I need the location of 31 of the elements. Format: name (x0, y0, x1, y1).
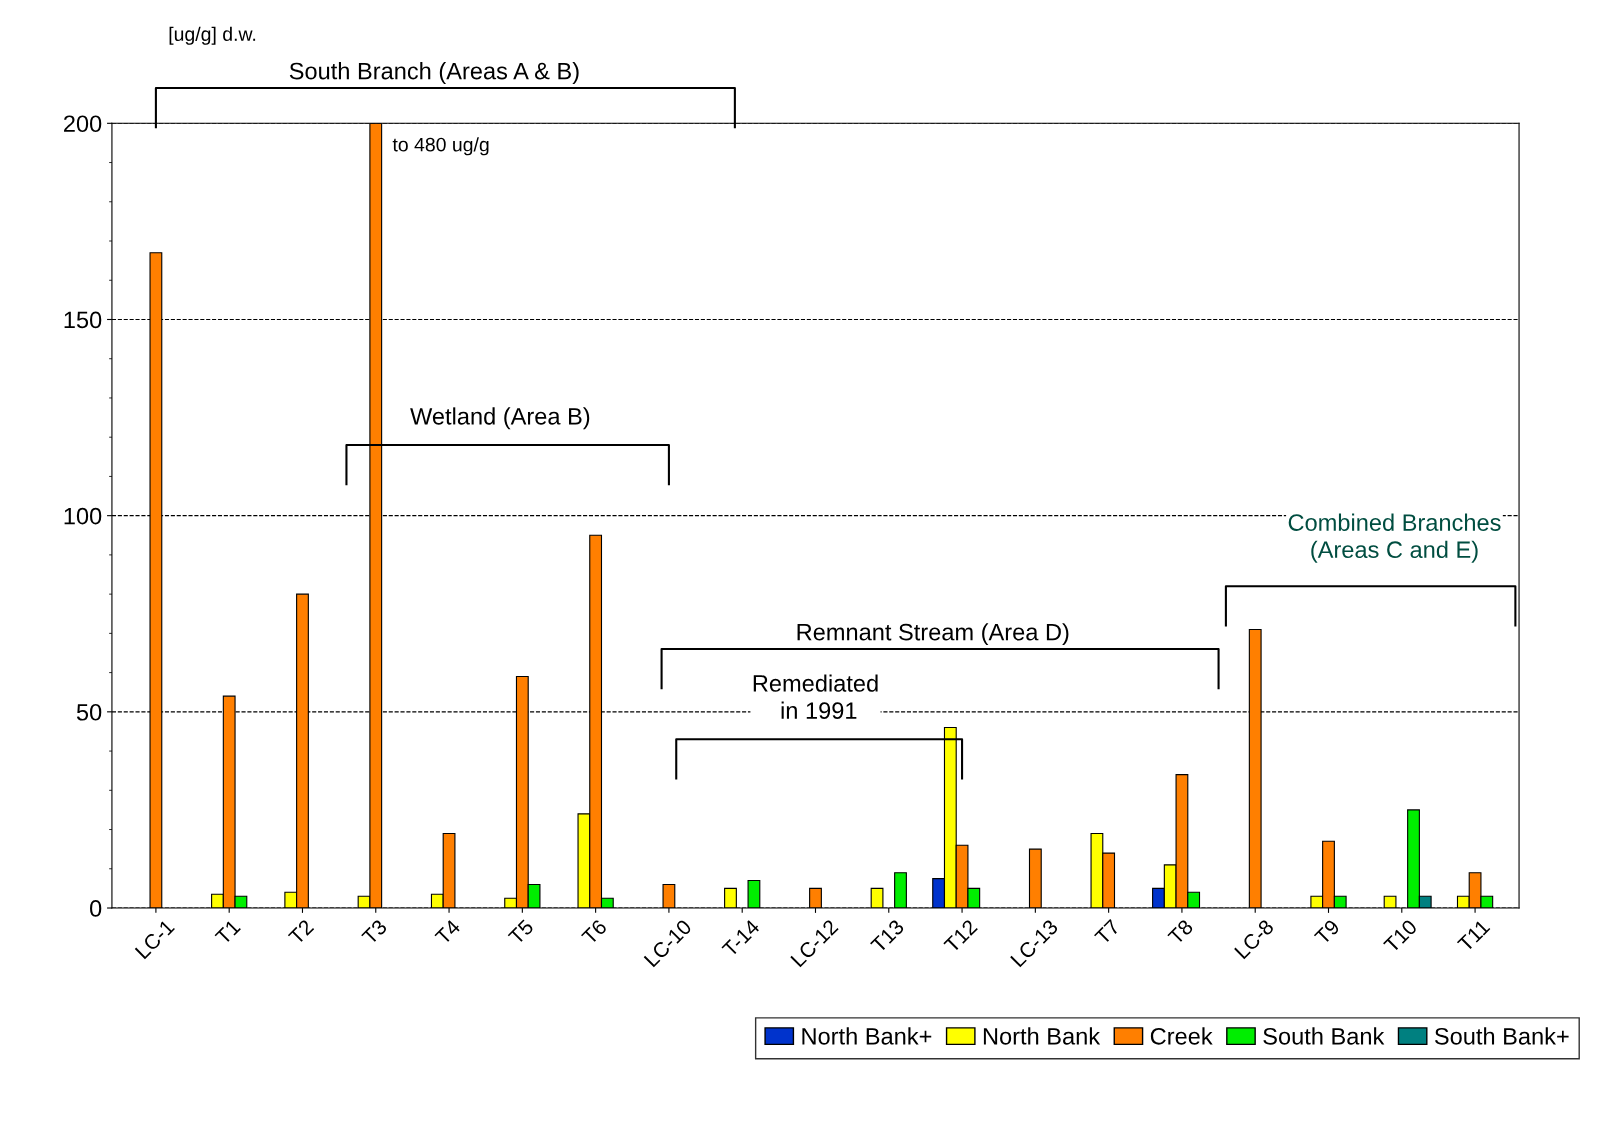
annotation: Wetland (Area B) (410, 407, 590, 430)
annotation: Remediated in 1991 (753, 674, 878, 719)
y-axis-title: [ug/g] d.w. (169, 26, 256, 45)
y-tick-label: 0 (90, 900, 102, 917)
x-tick-label: T4 (434, 918, 462, 946)
annotation: Remnant Stream (Area D) (797, 623, 1069, 646)
x-tick-label: T11 (1456, 918, 1491, 953)
legend-label: North Bank (983, 1027, 1101, 1045)
legend-label: North Bank+ (802, 1027, 932, 1045)
y-tick-label: 50 (76, 703, 102, 721)
x-tick-label: T13 (869, 918, 905, 954)
x-tick-label: T3 (361, 918, 388, 946)
y-tick-label: 150 (64, 311, 102, 329)
text: South Branch (Areas A & B) (289, 62, 579, 85)
x-tick-label: T12 (943, 918, 978, 954)
x-tick-label: T7 (1094, 919, 1121, 946)
x-tick-label: T5 (507, 918, 535, 946)
x-tick-label: T-14 (721, 918, 761, 958)
y-tick-label: 200 (64, 115, 102, 133)
x-tick-label: T10 (1382, 918, 1418, 954)
x-tick-label: T6 (580, 918, 608, 946)
annotation: Combined Branches (Areas C and E) (1288, 513, 1501, 563)
legend-label: South Bank (1263, 1027, 1385, 1045)
legend-label: Creek (1150, 1027, 1213, 1045)
legend-label: South Bank+ (1434, 1027, 1569, 1045)
annotation: to 480 ug/g (392, 137, 489, 156)
x-tick-label: T1 (214, 918, 241, 946)
x-tick-label: T2 (287, 918, 315, 946)
y-tick-label: 100 (64, 507, 102, 525)
x-tick-label: T8 (1167, 918, 1194, 946)
x-tick-label: T9 (1313, 918, 1341, 946)
